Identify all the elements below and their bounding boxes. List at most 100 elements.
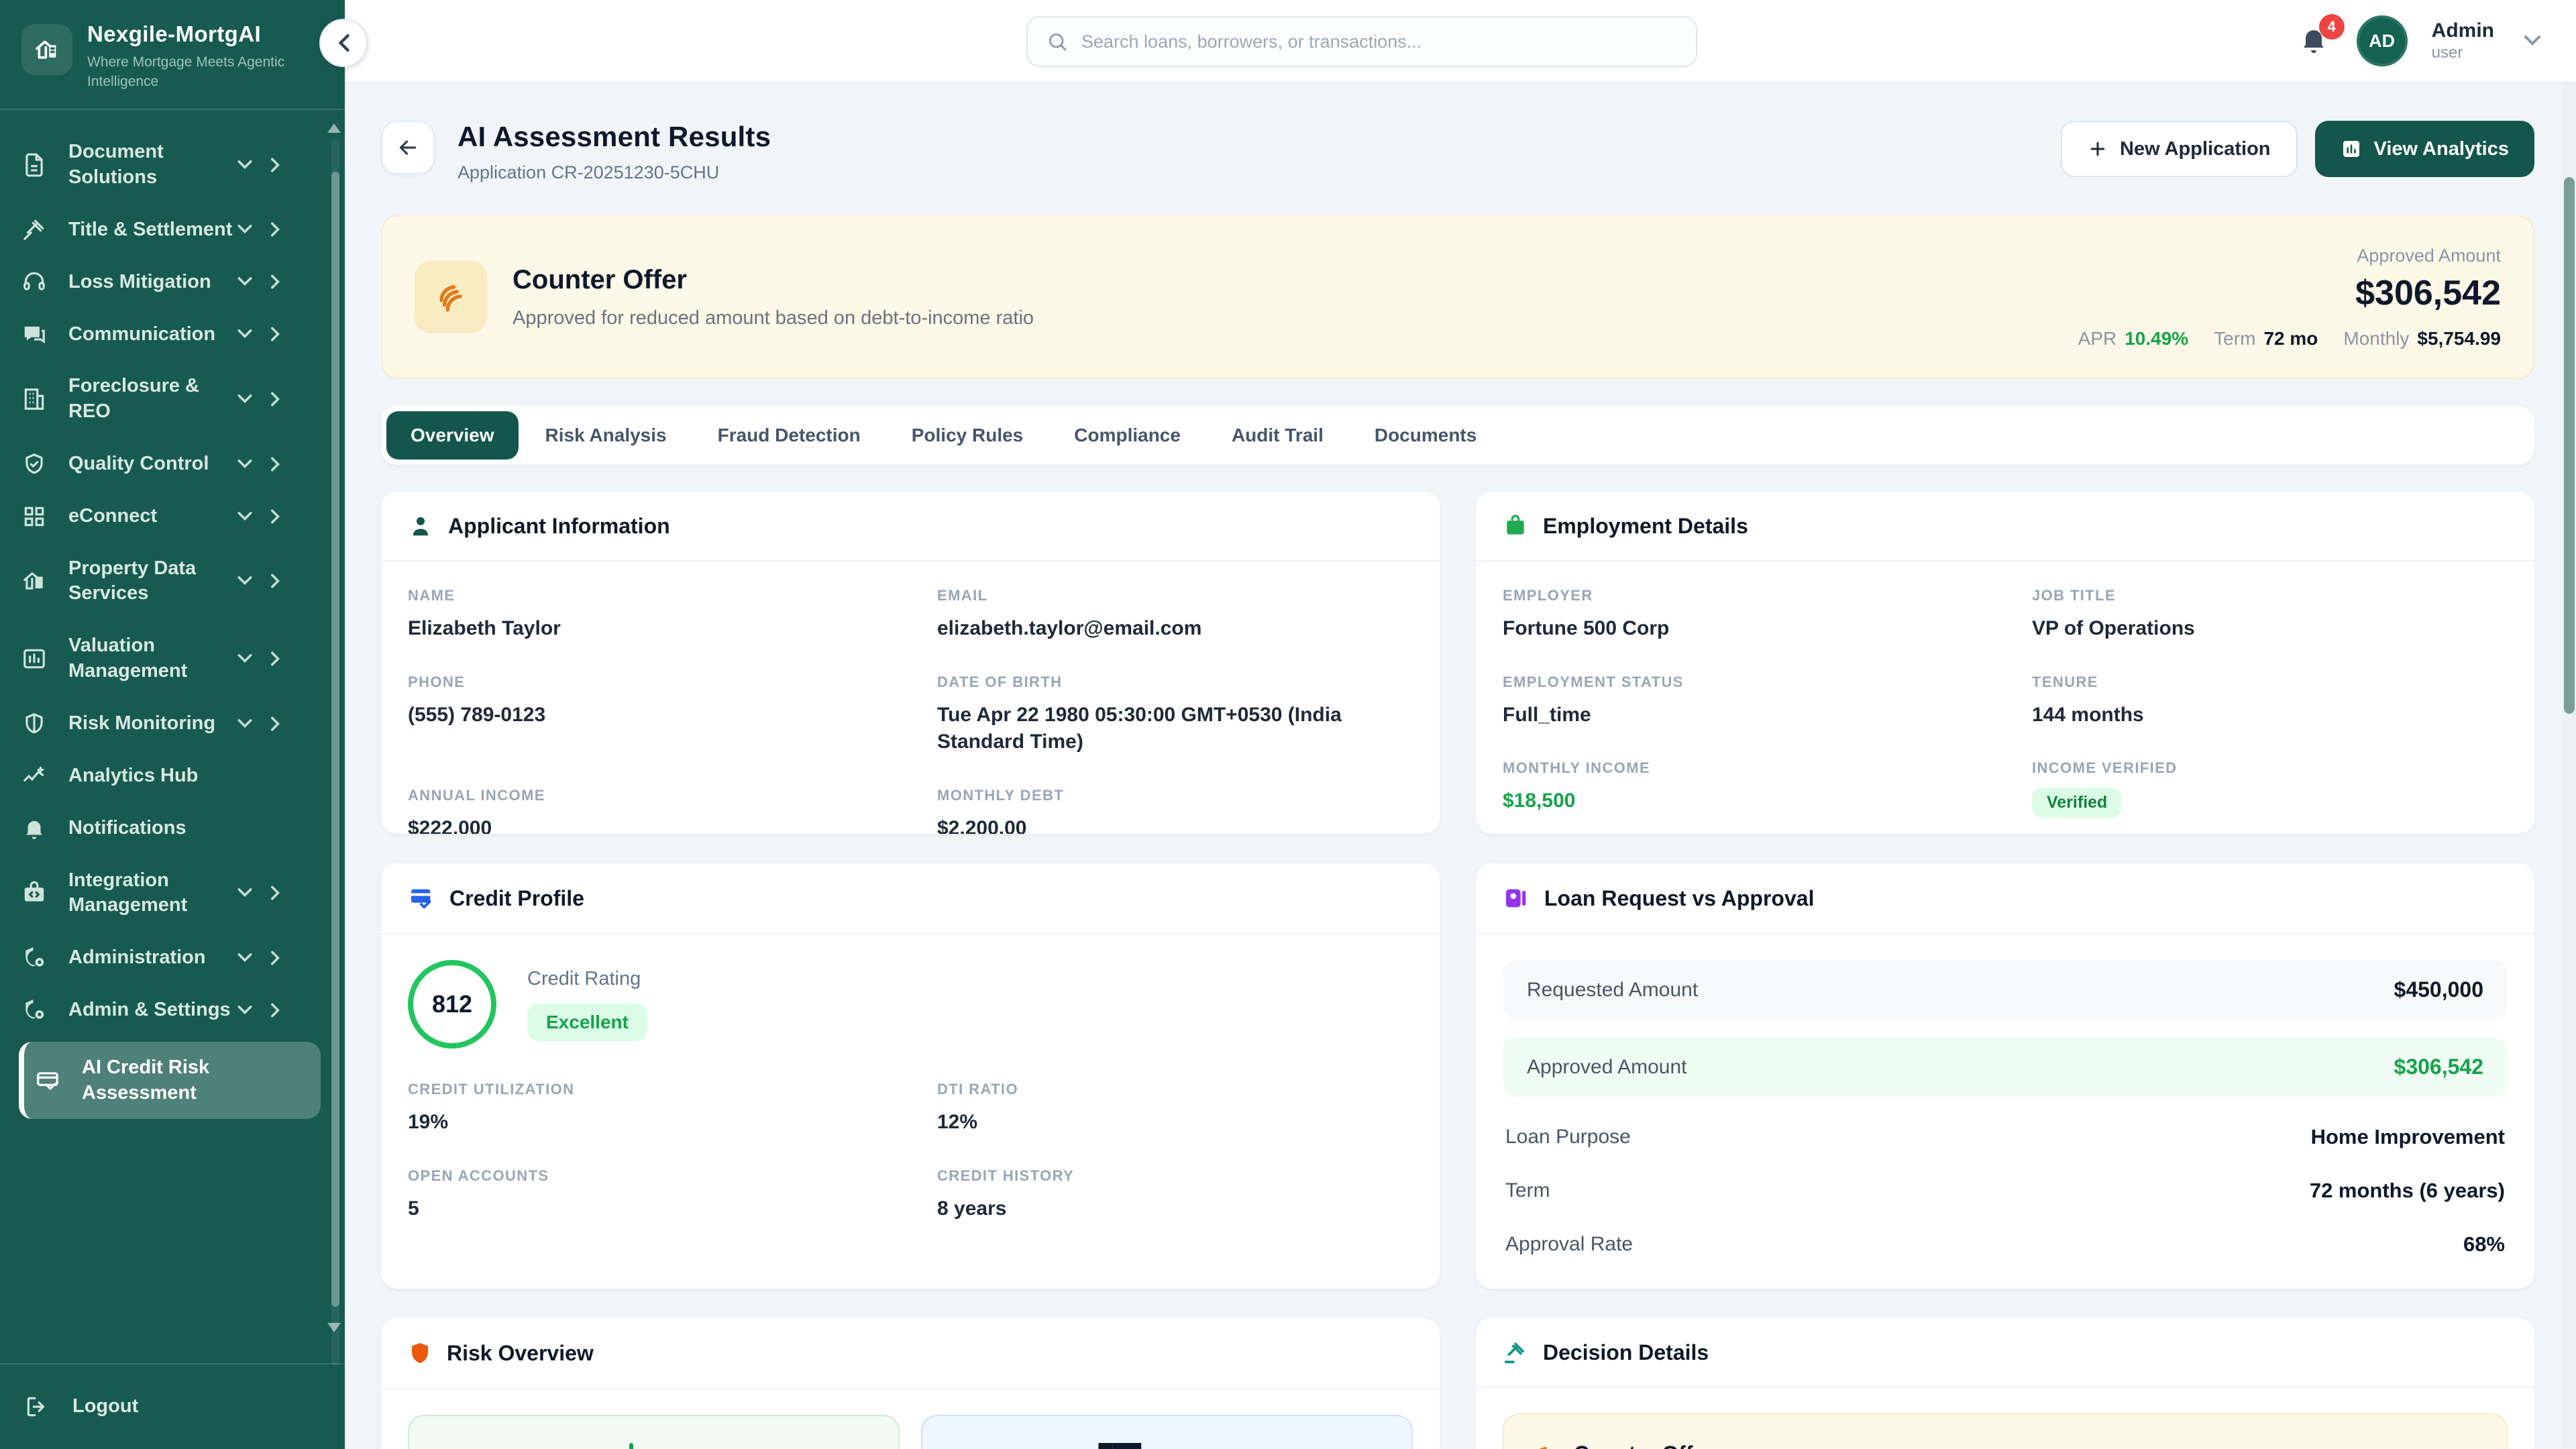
sidebar-item-analytics-hub[interactable]: Analytics Hub (19, 750, 323, 802)
credit-rating-label: Credit Rating (527, 967, 641, 989)
chevron-down-icon[interactable] (237, 225, 252, 234)
chevron-down-icon[interactable] (237, 653, 252, 663)
sidebar-item-valuation-management[interactable]: Valuation Management (19, 620, 323, 697)
view-analytics-button[interactable]: View Analytics (2314, 121, 2534, 177)
card-title: Risk Overview (447, 1340, 594, 1365)
shield-icon (21, 711, 51, 737)
tab-risk-analysis[interactable]: Risk Analysis (545, 425, 667, 445)
chevron-down-icon[interactable] (237, 576, 252, 586)
sidebar-item-label: Title & Settlement (68, 218, 233, 240)
sidebar-item-label: Integration Management (68, 869, 188, 916)
tab-overview[interactable]: Overview (386, 411, 519, 460)
page-scrollbar-thumb[interactable] (2564, 177, 2575, 714)
chevron-down-icon[interactable] (237, 511, 252, 521)
tab-compliance[interactable]: Compliance (1074, 425, 1181, 445)
tab-policy-rules[interactable]: Policy Rules (911, 425, 1024, 445)
field-tenure: TENURE 144 months (2032, 673, 2144, 726)
view-analytics-label: View Analytics (2373, 138, 2510, 160)
field-employer: EMPLOYER Fortune 500 Corp (1503, 587, 1670, 639)
chevron-right-icon[interactable] (271, 885, 280, 900)
handshake-icon (1528, 1442, 1558, 1449)
field-dti-ratio: DTI RATIO 12% (937, 1081, 1018, 1133)
page-content: AI Assessment Results Application CR-202… (345, 83, 2576, 1449)
credit-card-check-icon (35, 1068, 64, 1093)
sidebar-item-foreclosure-reo[interactable]: Foreclosure & REO (19, 360, 323, 437)
sidebar-item-quality-control[interactable]: Quality Control (19, 438, 323, 490)
sidebar: Nexgile-MortgAI Where Mortgage Meets Age… (0, 0, 345, 1449)
field-employment-status: EMPLOYMENT STATUS Full_time (1503, 673, 1684, 726)
user-menu[interactable]: Admin user (2432, 19, 2494, 62)
tab-documents[interactable]: Documents (1374, 425, 1477, 445)
logout-button[interactable]: Logout (0, 1363, 345, 1449)
chevron-down-icon[interactable] (237, 953, 252, 963)
page-scrollbar-track[interactable] (2563, 83, 2576, 1449)
global-search[interactable] (1026, 16, 1697, 67)
field-date-of-birth: DATE OF BIRTH Tue Apr 22 1980 05:30:00 GM… (937, 673, 1342, 753)
chevron-right-icon[interactable] (271, 716, 280, 731)
chevron-down-icon[interactable] (237, 277, 252, 286)
sidebar-item-admin-settings[interactable]: Admin & Settings (19, 984, 323, 1036)
banner-subtitle: Approved for reduced amount based on deb… (513, 307, 1034, 329)
chevron-right-icon[interactable] (271, 222, 280, 237)
sidebar-item-notifications[interactable]: Notifications (19, 802, 323, 855)
sidebar-item-risk-monitoring[interactable]: Risk Monitoring (19, 698, 323, 750)
chevron-down-icon[interactable] (2524, 36, 2541, 46)
chevron-right-icon[interactable] (271, 651, 280, 666)
sidebar-item-document-solutions[interactable]: Document Solutions (19, 126, 323, 203)
chevron-right-icon[interactable] (271, 1003, 280, 1018)
chevron-down-icon[interactable] (237, 888, 252, 898)
shield-icon (408, 1340, 432, 1366)
chevron-down-icon[interactable] (237, 459, 252, 469)
monthly-value: $5,754.99 (2417, 327, 2501, 349)
chevron-down-icon[interactable] (237, 329, 252, 339)
bar-chart-icon (2341, 138, 2362, 160)
sidebar-menu: Document Solutions Title & Settlement Lo… (0, 121, 326, 1237)
sidebar-item-integration-management[interactable]: Integration Management (19, 855, 323, 932)
sidebar-item-title-settlement[interactable]: Title & Settlement (19, 203, 323, 256)
sidebar-item-loss-mitigation[interactable]: Loss Mitigation (19, 256, 323, 308)
sidebar-collapse-button[interactable] (319, 19, 368, 67)
sidebar-item-econnect[interactable]: eConnect (19, 490, 323, 543)
card-title: Credit Profile (449, 885, 584, 910)
tab-fraud-detection[interactable]: Fraud Detection (717, 425, 861, 445)
chevron-right-icon[interactable] (271, 457, 280, 472)
loan-purpose-row: Loan Purpose Home Improvement (1505, 1125, 2505, 1148)
chevron-right-icon[interactable] (271, 274, 280, 289)
sidebar-item-communication[interactable]: Communication (19, 308, 323, 360)
search-input[interactable] (1081, 31, 1677, 52)
new-application-button[interactable]: New Application (2061, 121, 2298, 177)
sidebar-scroll-down-arrow[interactable] (327, 1323, 341, 1332)
chevron-down-icon[interactable] (237, 394, 252, 404)
sidebar-item-label: Risk Monitoring (68, 712, 216, 734)
chevron-right-icon[interactable] (271, 509, 280, 524)
sidebar-item-property-data-services[interactable]: Property Data Services (19, 543, 323, 620)
sidebar-item-label: Notifications (68, 816, 186, 839)
chevron-right-icon[interactable] (271, 392, 280, 407)
field-credit-history: CREDIT HISTORY 8 years (937, 1167, 1075, 1220)
notifications-button[interactable]: 4 (2298, 14, 2345, 58)
document-icon (21, 152, 51, 178)
chevron-right-icon[interactable] (271, 951, 280, 965)
briefcase-code-icon (21, 880, 51, 906)
chevron-right-icon[interactable] (271, 158, 280, 172)
sidebar-item-ai-credit-risk-assessment[interactable]: AI Credit Risk Assessment (19, 1041, 321, 1120)
avatar[interactable]: AD (2356, 15, 2408, 66)
sidebar-scrollbar-track[interactable] (331, 140, 339, 1366)
chevron-right-icon[interactable] (271, 327, 280, 341)
chevron-down-icon[interactable] (237, 718, 252, 729)
credit-card-icon (408, 885, 435, 912)
tabs-bar: Overview Risk Analysis Fraud Detection P… (381, 406, 2534, 465)
back-button[interactable] (381, 121, 435, 174)
chevron-right-icon[interactable] (271, 574, 280, 588)
chevron-down-icon[interactable] (237, 1005, 252, 1015)
shield-user-icon (21, 945, 51, 971)
chat-icon (21, 321, 51, 347)
chevron-down-icon[interactable] (237, 160, 252, 170)
sidebar-item-administration[interactable]: Administration (19, 932, 323, 984)
tab-audit-trail[interactable]: Audit Trail (1231, 425, 1324, 445)
page-title: AI Assessment Results (458, 121, 771, 152)
sidebar-scrollbar-thumb[interactable] (331, 172, 339, 1307)
sidebar-scroll-up-arrow[interactable] (327, 123, 341, 133)
headset-icon (21, 269, 51, 294)
approved-amount-row: Approved Amount $306,542 (1503, 1037, 2508, 1097)
